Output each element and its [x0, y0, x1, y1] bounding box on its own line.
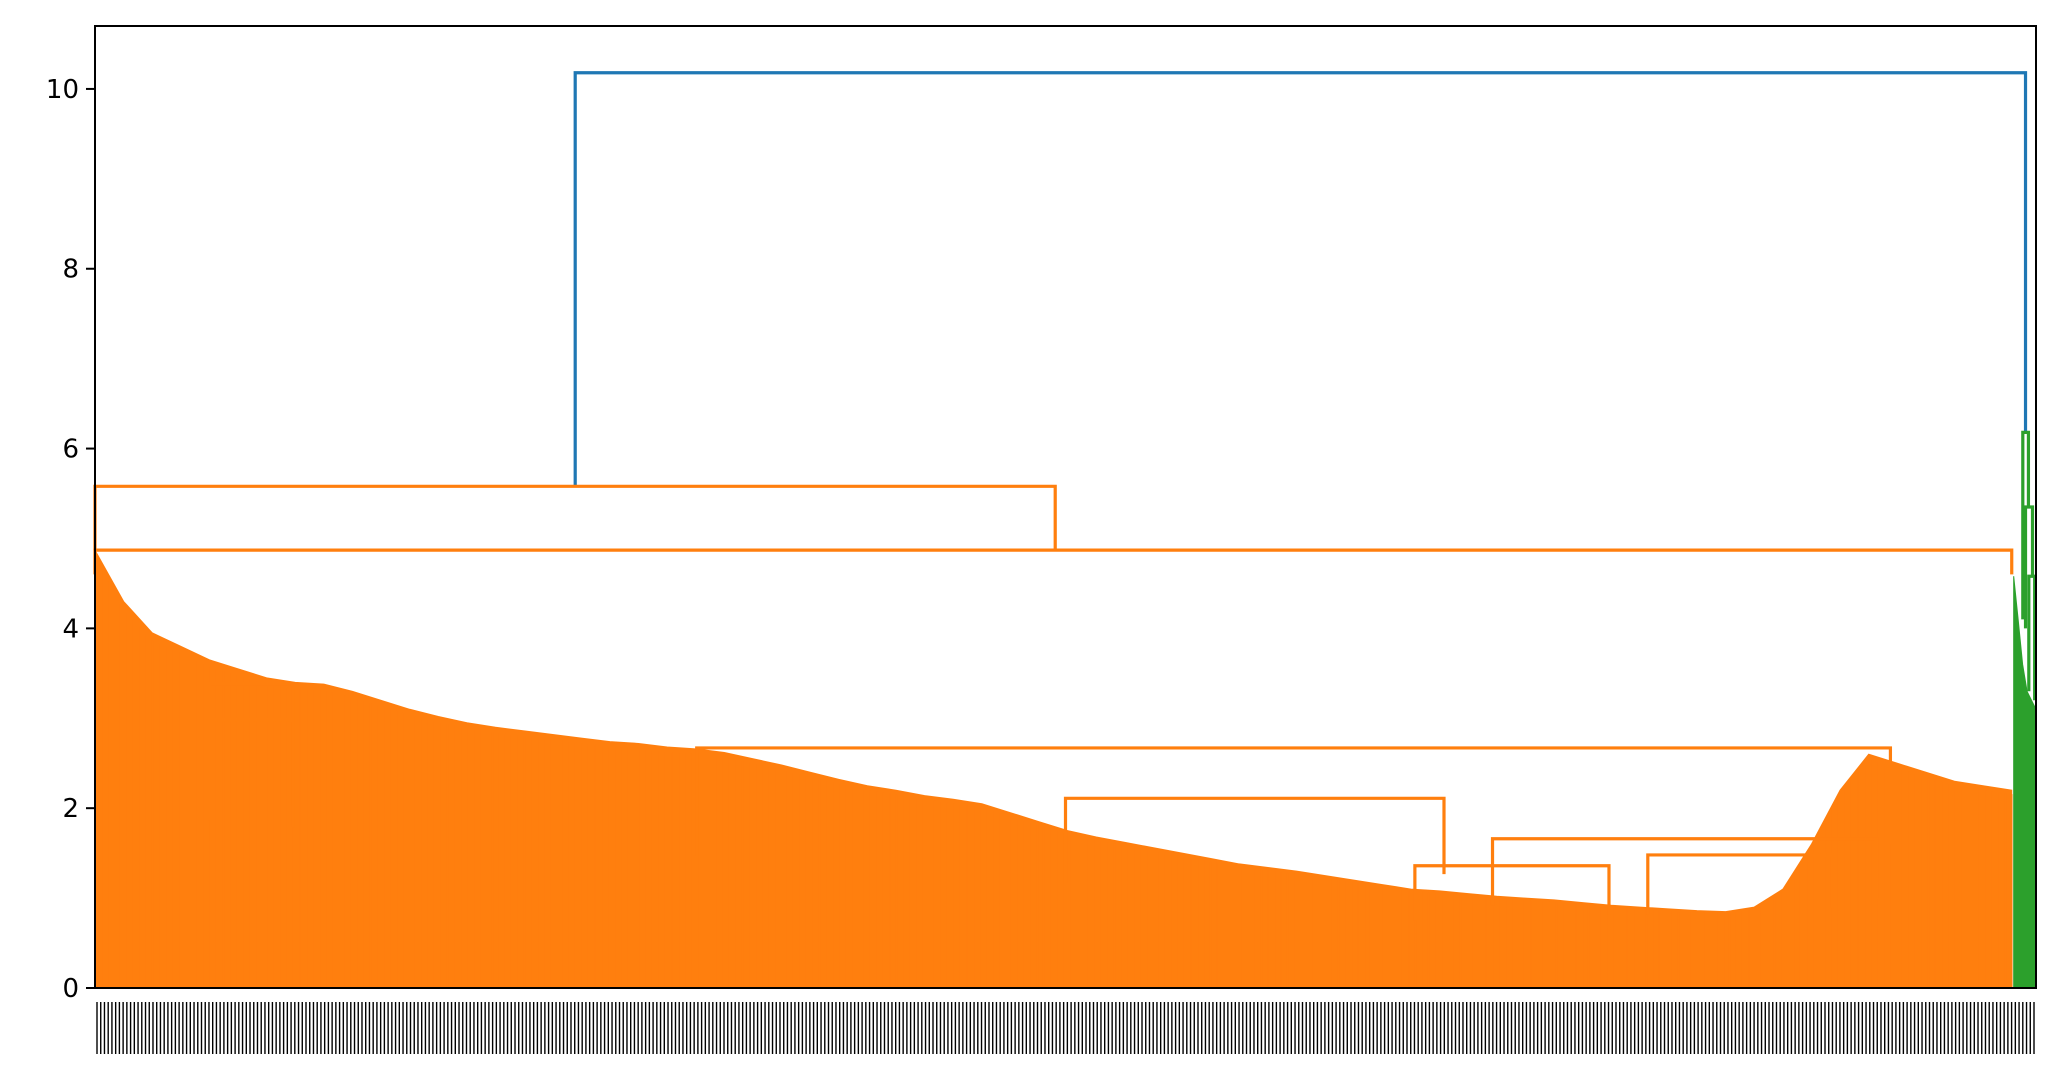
y-axis: 0 2 4 6 8 10	[46, 75, 95, 1004]
link-orange-sub-d	[1063, 796, 1446, 884]
link-orange-second	[93, 548, 2014, 575]
plot-area	[93, 71, 2037, 989]
y-tick-label: 6	[62, 435, 79, 465]
link-orange-top	[93, 484, 1057, 551]
link-orange-sub-g	[1413, 864, 1611, 921]
link-green-mid	[2023, 505, 2035, 629]
green-cluster-body	[2013, 576, 2037, 989]
y-tick-label: 0	[62, 974, 79, 1004]
y-tick-label: 4	[62, 614, 79, 644]
y-tick-label: 10	[46, 75, 79, 105]
link-green-top	[2021, 430, 2031, 620]
link-orange-sub-b	[209, 718, 295, 841]
link-orange-sub-f	[1646, 853, 1834, 915]
link-root	[573, 71, 2028, 487]
leaf-label-band	[96, 1002, 2035, 1054]
link-orange-sub-c	[695, 746, 1893, 856]
orange-cluster-body	[94, 548, 2013, 989]
y-tick-label: 8	[62, 255, 79, 285]
axes-frame	[94, 25, 2037, 989]
link-green-low	[2027, 574, 2037, 701]
link-orange-sub-e	[1490, 837, 1879, 906]
y-tick-label: 2	[62, 794, 79, 824]
